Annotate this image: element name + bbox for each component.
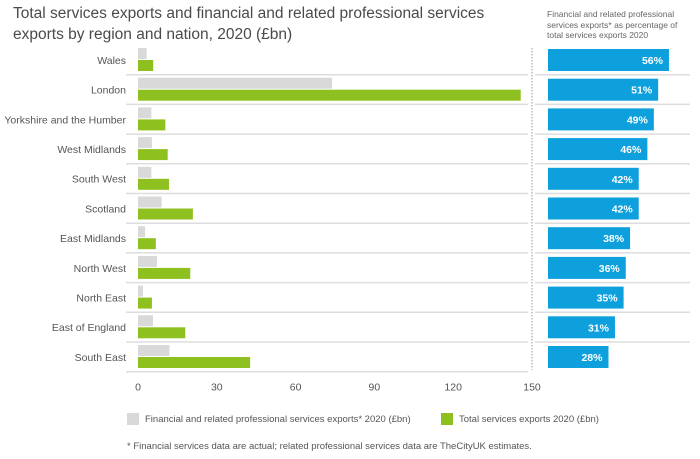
bar-financial [138, 315, 153, 327]
category-label: North West [74, 263, 126, 275]
percentage-bar [548, 78, 659, 101]
bar-financial [138, 345, 170, 356]
bar-financial [138, 226, 146, 238]
category-label: Scotland [85, 203, 126, 215]
bar-total [138, 208, 193, 220]
x-tick-label: 0 [135, 382, 141, 394]
percentage-label: 35% [597, 293, 619, 305]
category-label: Wales [97, 55, 126, 67]
bar-financial [138, 196, 162, 208]
bar-total [138, 119, 166, 131]
bar-financial [138, 107, 152, 119]
legend-swatch-total [441, 413, 453, 425]
category-label: Yorkshire and the Humber [4, 114, 126, 126]
percentage-bar [548, 256, 626, 279]
bar-total [138, 60, 154, 71]
percentage-bar [548, 316, 615, 339]
percentage-label: 42% [612, 204, 634, 216]
bar-total [138, 267, 191, 279]
percentage-label: 49% [627, 114, 649, 126]
category-label: East of England [52, 322, 126, 334]
legend-label-total: Total services exports 2020 (£bn) [459, 413, 599, 425]
x-tick-label: 150 [523, 382, 541, 394]
percentage-label: 31% [588, 322, 610, 334]
bar-financial [138, 255, 157, 267]
category-label: East Midlands [60, 233, 126, 245]
percentage-bar [548, 286, 624, 309]
bar-total [138, 89, 521, 101]
percentage-label: 38% [603, 233, 625, 245]
percentage-bar [548, 346, 609, 368]
bar-financial [138, 285, 143, 297]
category-label: London [91, 85, 126, 97]
percentage-label: 28% [581, 352, 603, 364]
legend-swatch-financial [127, 413, 139, 425]
percentage-bar [548, 108, 654, 131]
bar-financial [138, 48, 147, 59]
percentage-bar [548, 167, 639, 190]
chart-title: Total services exports and financial and… [13, 5, 485, 43]
bar-financial [138, 77, 333, 89]
bar-total [138, 238, 156, 250]
percentage-label: 36% [599, 263, 621, 275]
percentage-label: 51% [631, 85, 653, 97]
percentage-label: 42% [612, 174, 634, 186]
x-tick-label: 60 [290, 382, 302, 394]
percentage-label: 46% [620, 144, 642, 156]
legend-label-financial: Financial and related professional servi… [145, 413, 411, 425]
percentage-bar [548, 49, 669, 71]
percentage-bar [548, 197, 639, 220]
side-panel-title: Financial and related professional servi… [547, 9, 678, 40]
category-label: South West [72, 174, 126, 186]
bar-financial [138, 166, 152, 178]
bar-financial [138, 137, 152, 149]
category-label: North East [76, 292, 126, 304]
bar-total [138, 297, 152, 309]
legend-item-financial: Financial and related professional servi… [127, 413, 411, 425]
bar-total [138, 149, 168, 161]
category-label: West Midlands [57, 144, 126, 156]
category-label: South East [75, 352, 126, 364]
x-tick-label: 120 [444, 382, 462, 394]
percentage-bar [548, 138, 648, 161]
percentage-bar [548, 227, 631, 250]
x-tick-label: 30 [211, 382, 223, 394]
percentage-label: 56% [642, 55, 664, 67]
footnote: * Financial services data are actual; re… [127, 441, 532, 452]
bar-total [138, 327, 186, 339]
x-tick-label: 90 [369, 382, 381, 394]
bar-total [138, 178, 169, 190]
bar-total [138, 357, 251, 368]
legend-item-total: Total services exports 2020 (£bn) [441, 413, 599, 425]
